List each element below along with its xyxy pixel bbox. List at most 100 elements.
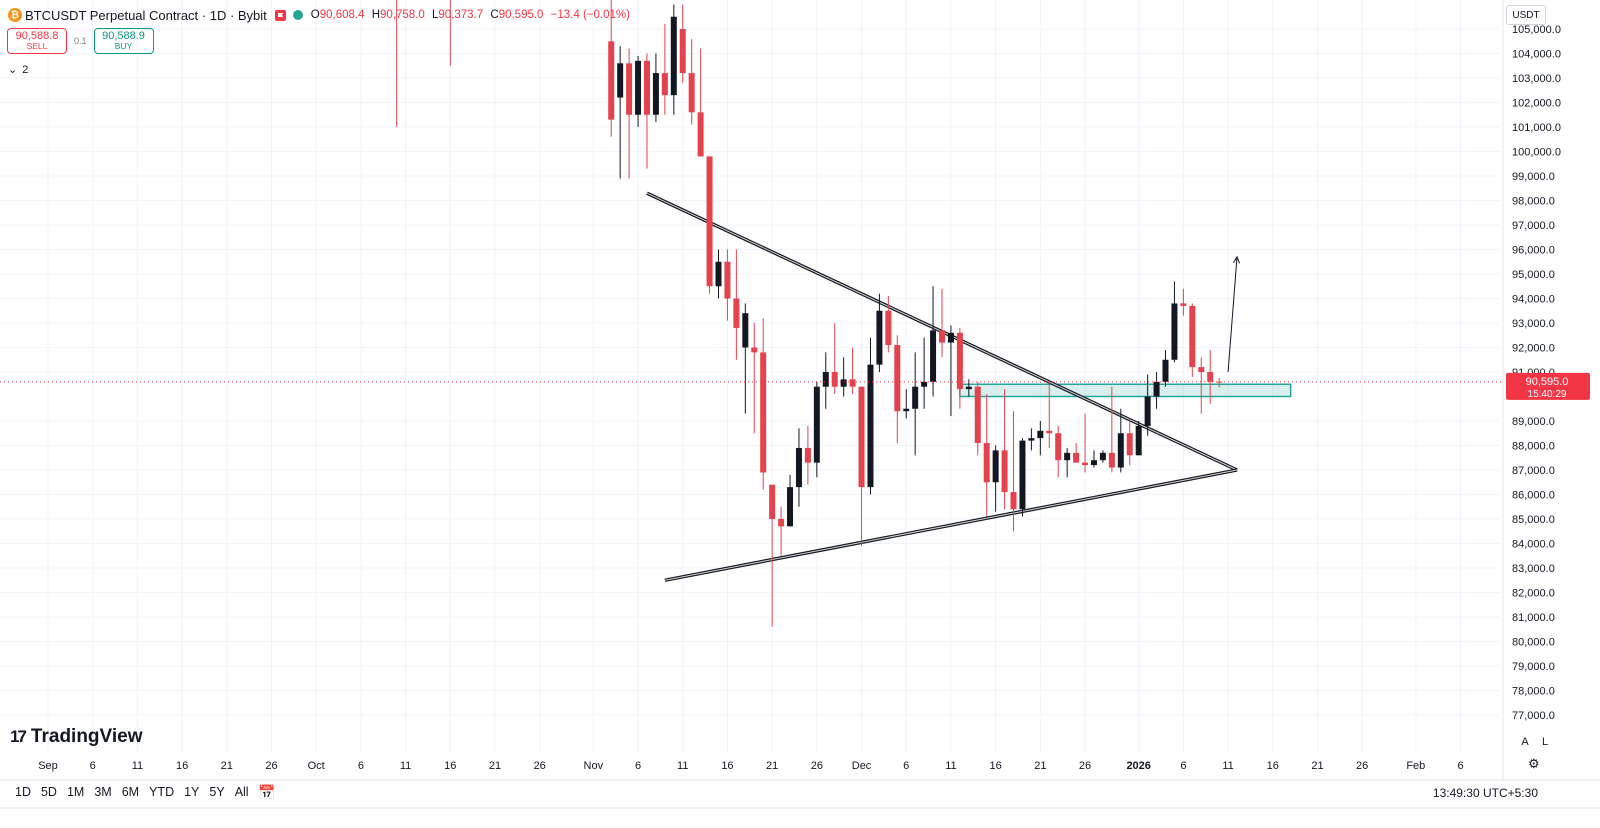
trendline-inner	[664, 469, 1238, 581]
buy-button[interactable]: 90,588.9 BUY	[93, 28, 154, 54]
time-tick-label: 21	[221, 760, 233, 772]
range-all[interactable]: All	[234, 785, 249, 799]
sell-button[interactable]: 90,588.8 SELL	[7, 28, 67, 54]
indicators-toggle[interactable]: ⌄ 2	[8, 63, 28, 77]
candle-body	[769, 484, 776, 519]
candle-body	[992, 450, 999, 483]
time-tick-label: 2026	[1126, 760, 1150, 772]
price-tick-label: 100,000.0	[1512, 147, 1561, 159]
time-tick-label: Dec	[852, 760, 872, 772]
tradingview-logo[interactable]: 17 TradingView	[10, 726, 143, 748]
currency-button[interactable]: USDT	[1506, 5, 1546, 25]
time-tick-label: 16	[721, 760, 733, 772]
candle-body	[885, 310, 892, 346]
candle-body	[1207, 372, 1214, 382]
candle-body	[751, 347, 758, 353]
time-tick-label: 21	[766, 760, 778, 772]
price-tick-label: 104,000.0	[1512, 49, 1561, 61]
candle-body	[626, 63, 633, 115]
price-tick-label: 80,000.0	[1512, 637, 1555, 649]
candle-body	[831, 372, 838, 387]
time-tick-label: 26	[1356, 760, 1368, 772]
symbol-legend: ₿ BTCUSDT Perpetual Contract · 1D · Bybi…	[8, 6, 634, 24]
price-tick-label: 94,000.0	[1512, 294, 1555, 306]
symbol-title[interactable]: BTCUSDT Perpetual Contract · 1D · Bybit	[25, 7, 267, 23]
time-tick-label: 26	[811, 760, 823, 772]
candle-body	[643, 60, 650, 115]
candle-body	[939, 330, 945, 343]
gear-icon[interactable]: ⚙	[1528, 756, 1540, 771]
candle-body	[1189, 305, 1196, 368]
range-1d[interactable]: 1D	[15, 785, 31, 799]
price-tick-label: 92,000.0	[1512, 343, 1555, 355]
auto-scale-button[interactable]: A	[1521, 736, 1529, 748]
price-tick-label: 79,000.0	[1512, 661, 1555, 673]
candles-layer	[396, 0, 1223, 627]
candle-body	[652, 73, 659, 115]
price-tick-label: 87,000.0	[1512, 465, 1555, 477]
candle-body	[724, 261, 731, 299]
candle-body	[1171, 303, 1178, 360]
range-6m[interactable]: 6M	[121, 785, 140, 799]
time-tick-label: 11	[1222, 760, 1233, 772]
candle-body	[706, 156, 713, 287]
range-1m[interactable]: 1M	[66, 785, 85, 799]
candle-body	[1144, 396, 1151, 426]
high-value: 90,758.0	[380, 9, 425, 21]
range-ytd[interactable]: YTD	[149, 785, 175, 799]
time-tick-label: Feb	[1406, 760, 1425, 772]
time-tick-label: 16	[444, 760, 456, 772]
ohlc-values: O90,608.4 H90,758.0 L90,373.7 C90,595.0 …	[310, 9, 630, 21]
range-5d[interactable]: 5D	[40, 785, 57, 799]
candle-body	[1153, 381, 1160, 397]
flag-icon[interactable]	[274, 9, 286, 21]
bar-countdown: 15:40:29	[1528, 389, 1567, 400]
time-tick-label: 21	[1311, 760, 1323, 772]
bitcoin-logo-icon: ₿	[8, 8, 22, 22]
candle-body	[849, 379, 856, 387]
candle-body	[822, 372, 829, 387]
time-tick-label: 26	[265, 760, 277, 772]
candle-body	[974, 386, 981, 444]
sell-label: SELL	[26, 41, 48, 52]
candle-body	[1037, 430, 1044, 439]
buy-label: BUY	[114, 41, 133, 52]
candle-body	[1019, 440, 1026, 510]
time-tick-label: 6	[1457, 760, 1463, 772]
candle-body	[661, 73, 668, 96]
price-tick-label: 96,000.0	[1512, 245, 1555, 257]
time-tick-label: 11	[132, 760, 143, 772]
candle-body	[670, 16, 677, 96]
candle-body	[983, 443, 990, 483]
support-zone	[959, 383, 1292, 398]
time-tick-label: Oct	[308, 760, 325, 772]
candle-body	[688, 73, 695, 113]
price-tick-label: 83,000.0	[1512, 563, 1555, 575]
range-1y[interactable]: 1Y	[184, 785, 200, 799]
range-3m[interactable]: 3M	[94, 785, 112, 799]
close-value: 90,595.0	[498, 9, 544, 21]
candle-body	[930, 330, 937, 382]
price-tick-label: 97,000.0	[1512, 220, 1555, 232]
price-tick-label: 103,000.0	[1512, 73, 1561, 85]
price-tick-label: 88,000.0	[1512, 441, 1555, 453]
candle-body	[921, 381, 928, 387]
sell-price: 90,588.8	[15, 29, 59, 42]
calendar-icon[interactable]: 📅	[258, 784, 276, 800]
candle-body	[635, 60, 642, 115]
time-tick-label: 16	[1267, 760, 1279, 772]
log-scale-button[interactable]: L	[1541, 736, 1549, 748]
range-5y[interactable]: 5Y	[209, 785, 225, 799]
candle-body	[617, 63, 624, 98]
time-tick-label: 6	[903, 760, 909, 772]
candle-body	[1064, 452, 1071, 461]
candle-body	[1117, 433, 1124, 468]
spread-value: 0.1	[74, 36, 87, 46]
candle-body	[1082, 462, 1089, 466]
price-tick-label: 86,000.0	[1512, 490, 1555, 502]
last-price-label: 90,595.0	[1526, 376, 1569, 388]
price-tick-label: 77,000.0	[1512, 710, 1555, 722]
time-tick-label: 6	[90, 760, 96, 772]
price-tick-label: 93,000.0	[1512, 318, 1555, 330]
